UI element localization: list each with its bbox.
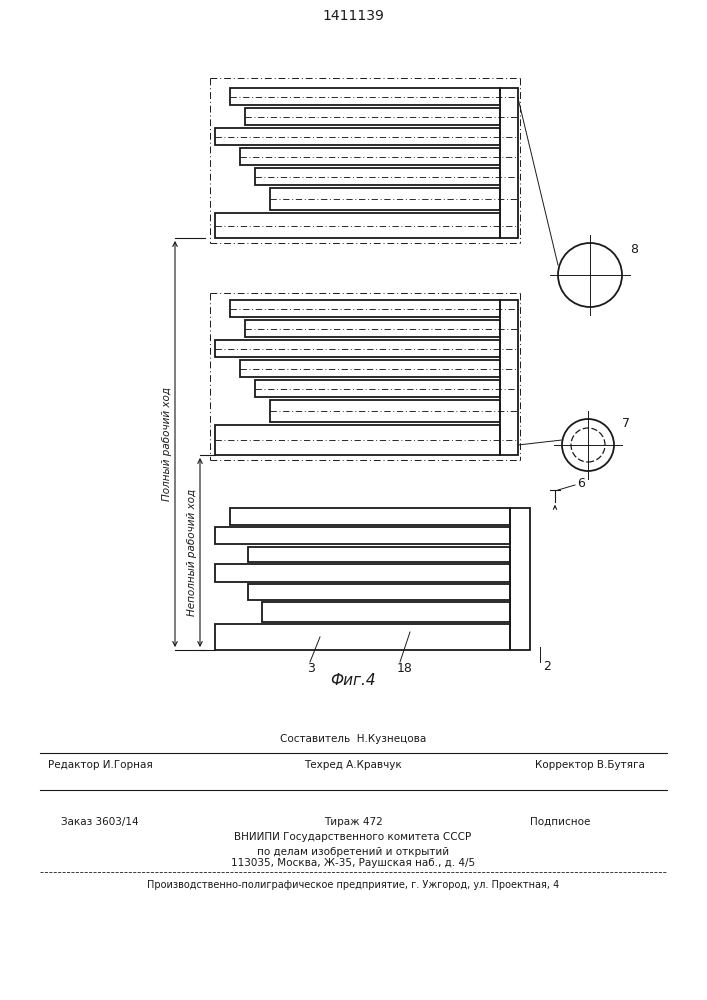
Bar <box>215 128 500 145</box>
Text: Тираж 472: Тираж 472 <box>324 817 382 827</box>
Bar <box>270 188 500 210</box>
Bar <box>240 148 500 165</box>
Bar <box>215 425 500 455</box>
Bar <box>245 108 500 125</box>
Text: 18: 18 <box>397 662 413 675</box>
Text: Полный рабочий ход: Полный рабочий ход <box>162 387 172 501</box>
Bar <box>230 300 500 317</box>
Bar <box>270 400 500 422</box>
Text: 3: 3 <box>307 662 315 675</box>
Text: Неполный рабочий ход: Неполный рабочий ход <box>187 489 197 616</box>
Text: Заказ 3603/14: Заказ 3603/14 <box>62 817 139 827</box>
Text: Редактор И.Горная: Редактор И.Горная <box>47 760 153 770</box>
Bar <box>215 624 510 650</box>
Bar <box>248 547 510 562</box>
Bar <box>215 564 510 582</box>
Text: Корректор В.Бутяга: Корректор В.Бутяга <box>535 760 645 770</box>
Bar <box>230 88 500 105</box>
Text: ВНИИПИ Государственного комитета СССР: ВНИИПИ Государственного комитета СССР <box>235 832 472 842</box>
Text: Подписное: Подписное <box>530 817 590 827</box>
Bar <box>248 584 510 600</box>
Text: 2: 2 <box>543 660 551 673</box>
Text: 7: 7 <box>622 417 630 430</box>
Text: Составитель  Н.Кузнецова: Составитель Н.Кузнецова <box>280 734 426 744</box>
Text: 6: 6 <box>577 477 585 490</box>
Text: Фиг.4: Фиг.4 <box>330 673 376 688</box>
Text: 113035, Москва, Ж-35, Раушская наб., д. 4/5: 113035, Москва, Ж-35, Раушская наб., д. … <box>231 858 475 868</box>
Bar <box>230 508 510 525</box>
Bar <box>245 320 500 337</box>
Text: 1411139: 1411139 <box>322 9 384 23</box>
Bar <box>255 168 500 185</box>
Bar <box>215 340 500 357</box>
Bar <box>262 602 510 622</box>
Text: 8: 8 <box>630 243 638 256</box>
Bar <box>500 88 518 238</box>
Text: Техред А.Кравчук: Техред А.Кравчук <box>304 760 402 770</box>
Text: по делам изобретений и открытий: по делам изобретений и открытий <box>257 847 449 857</box>
Bar <box>215 213 500 238</box>
Bar <box>255 380 500 397</box>
Text: Производственно-полиграфическое предприятие, г. Ужгород, ул. Проектная, 4: Производственно-полиграфическое предприя… <box>147 880 559 890</box>
Bar <box>240 360 500 377</box>
Bar <box>510 508 530 650</box>
Bar <box>500 300 518 455</box>
Bar <box>215 527 510 544</box>
